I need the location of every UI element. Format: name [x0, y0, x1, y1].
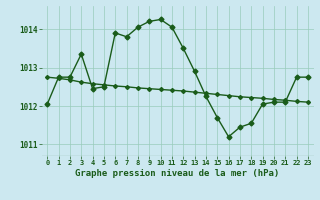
- X-axis label: Graphe pression niveau de la mer (hPa): Graphe pression niveau de la mer (hPa): [76, 169, 280, 178]
